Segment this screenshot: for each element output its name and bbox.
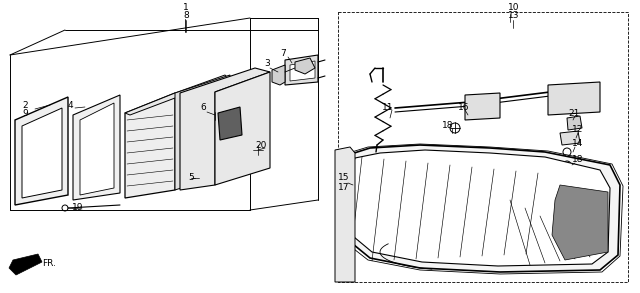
Text: 18: 18 — [442, 122, 454, 130]
Polygon shape — [22, 108, 62, 198]
Polygon shape — [125, 75, 230, 115]
Polygon shape — [218, 107, 242, 140]
Circle shape — [253, 145, 263, 155]
Text: 10: 10 — [508, 3, 520, 11]
Circle shape — [22, 133, 28, 139]
Text: 17: 17 — [338, 183, 349, 193]
Circle shape — [18, 183, 22, 187]
Text: 9: 9 — [22, 108, 28, 117]
Text: 7: 7 — [280, 49, 285, 57]
Polygon shape — [567, 116, 582, 130]
Polygon shape — [285, 55, 318, 85]
Polygon shape — [335, 147, 355, 282]
Polygon shape — [272, 65, 285, 85]
Circle shape — [22, 185, 28, 191]
Circle shape — [62, 205, 68, 211]
Polygon shape — [342, 145, 620, 272]
Polygon shape — [180, 68, 270, 190]
Circle shape — [450, 123, 460, 133]
Polygon shape — [552, 185, 608, 260]
Text: 12: 12 — [572, 125, 584, 134]
Text: 20: 20 — [255, 141, 266, 149]
Text: 1: 1 — [183, 4, 189, 13]
Polygon shape — [80, 103, 114, 195]
Polygon shape — [125, 93, 175, 198]
Polygon shape — [560, 131, 580, 145]
Text: 13: 13 — [508, 11, 520, 20]
Text: 15: 15 — [338, 173, 349, 183]
Text: 21: 21 — [568, 108, 579, 117]
Text: 5: 5 — [188, 173, 194, 183]
Text: 19: 19 — [72, 202, 83, 212]
Circle shape — [142, 127, 158, 143]
Polygon shape — [295, 58, 315, 74]
Polygon shape — [348, 150, 610, 266]
Polygon shape — [548, 82, 600, 115]
Circle shape — [563, 161, 571, 169]
Text: 4: 4 — [68, 100, 74, 110]
Polygon shape — [9, 254, 42, 275]
Circle shape — [136, 121, 164, 149]
Text: 14: 14 — [572, 139, 584, 147]
Text: 3: 3 — [264, 59, 269, 69]
Polygon shape — [215, 72, 270, 185]
Circle shape — [555, 90, 571, 106]
Text: 8: 8 — [183, 11, 189, 21]
Polygon shape — [465, 93, 500, 120]
Circle shape — [18, 128, 22, 132]
Circle shape — [147, 132, 153, 138]
Text: FR.: FR. — [42, 258, 56, 268]
Text: 16: 16 — [458, 103, 470, 112]
Text: 18: 18 — [572, 156, 584, 164]
Text: 6: 6 — [200, 103, 205, 113]
Circle shape — [574, 89, 590, 105]
Polygon shape — [73, 95, 120, 200]
Circle shape — [563, 148, 571, 156]
Polygon shape — [175, 75, 230, 190]
Circle shape — [191, 174, 199, 182]
Circle shape — [473, 98, 491, 116]
Text: 2: 2 — [22, 100, 28, 110]
Text: 11: 11 — [382, 103, 394, 112]
Polygon shape — [290, 61, 315, 81]
Polygon shape — [15, 97, 68, 205]
